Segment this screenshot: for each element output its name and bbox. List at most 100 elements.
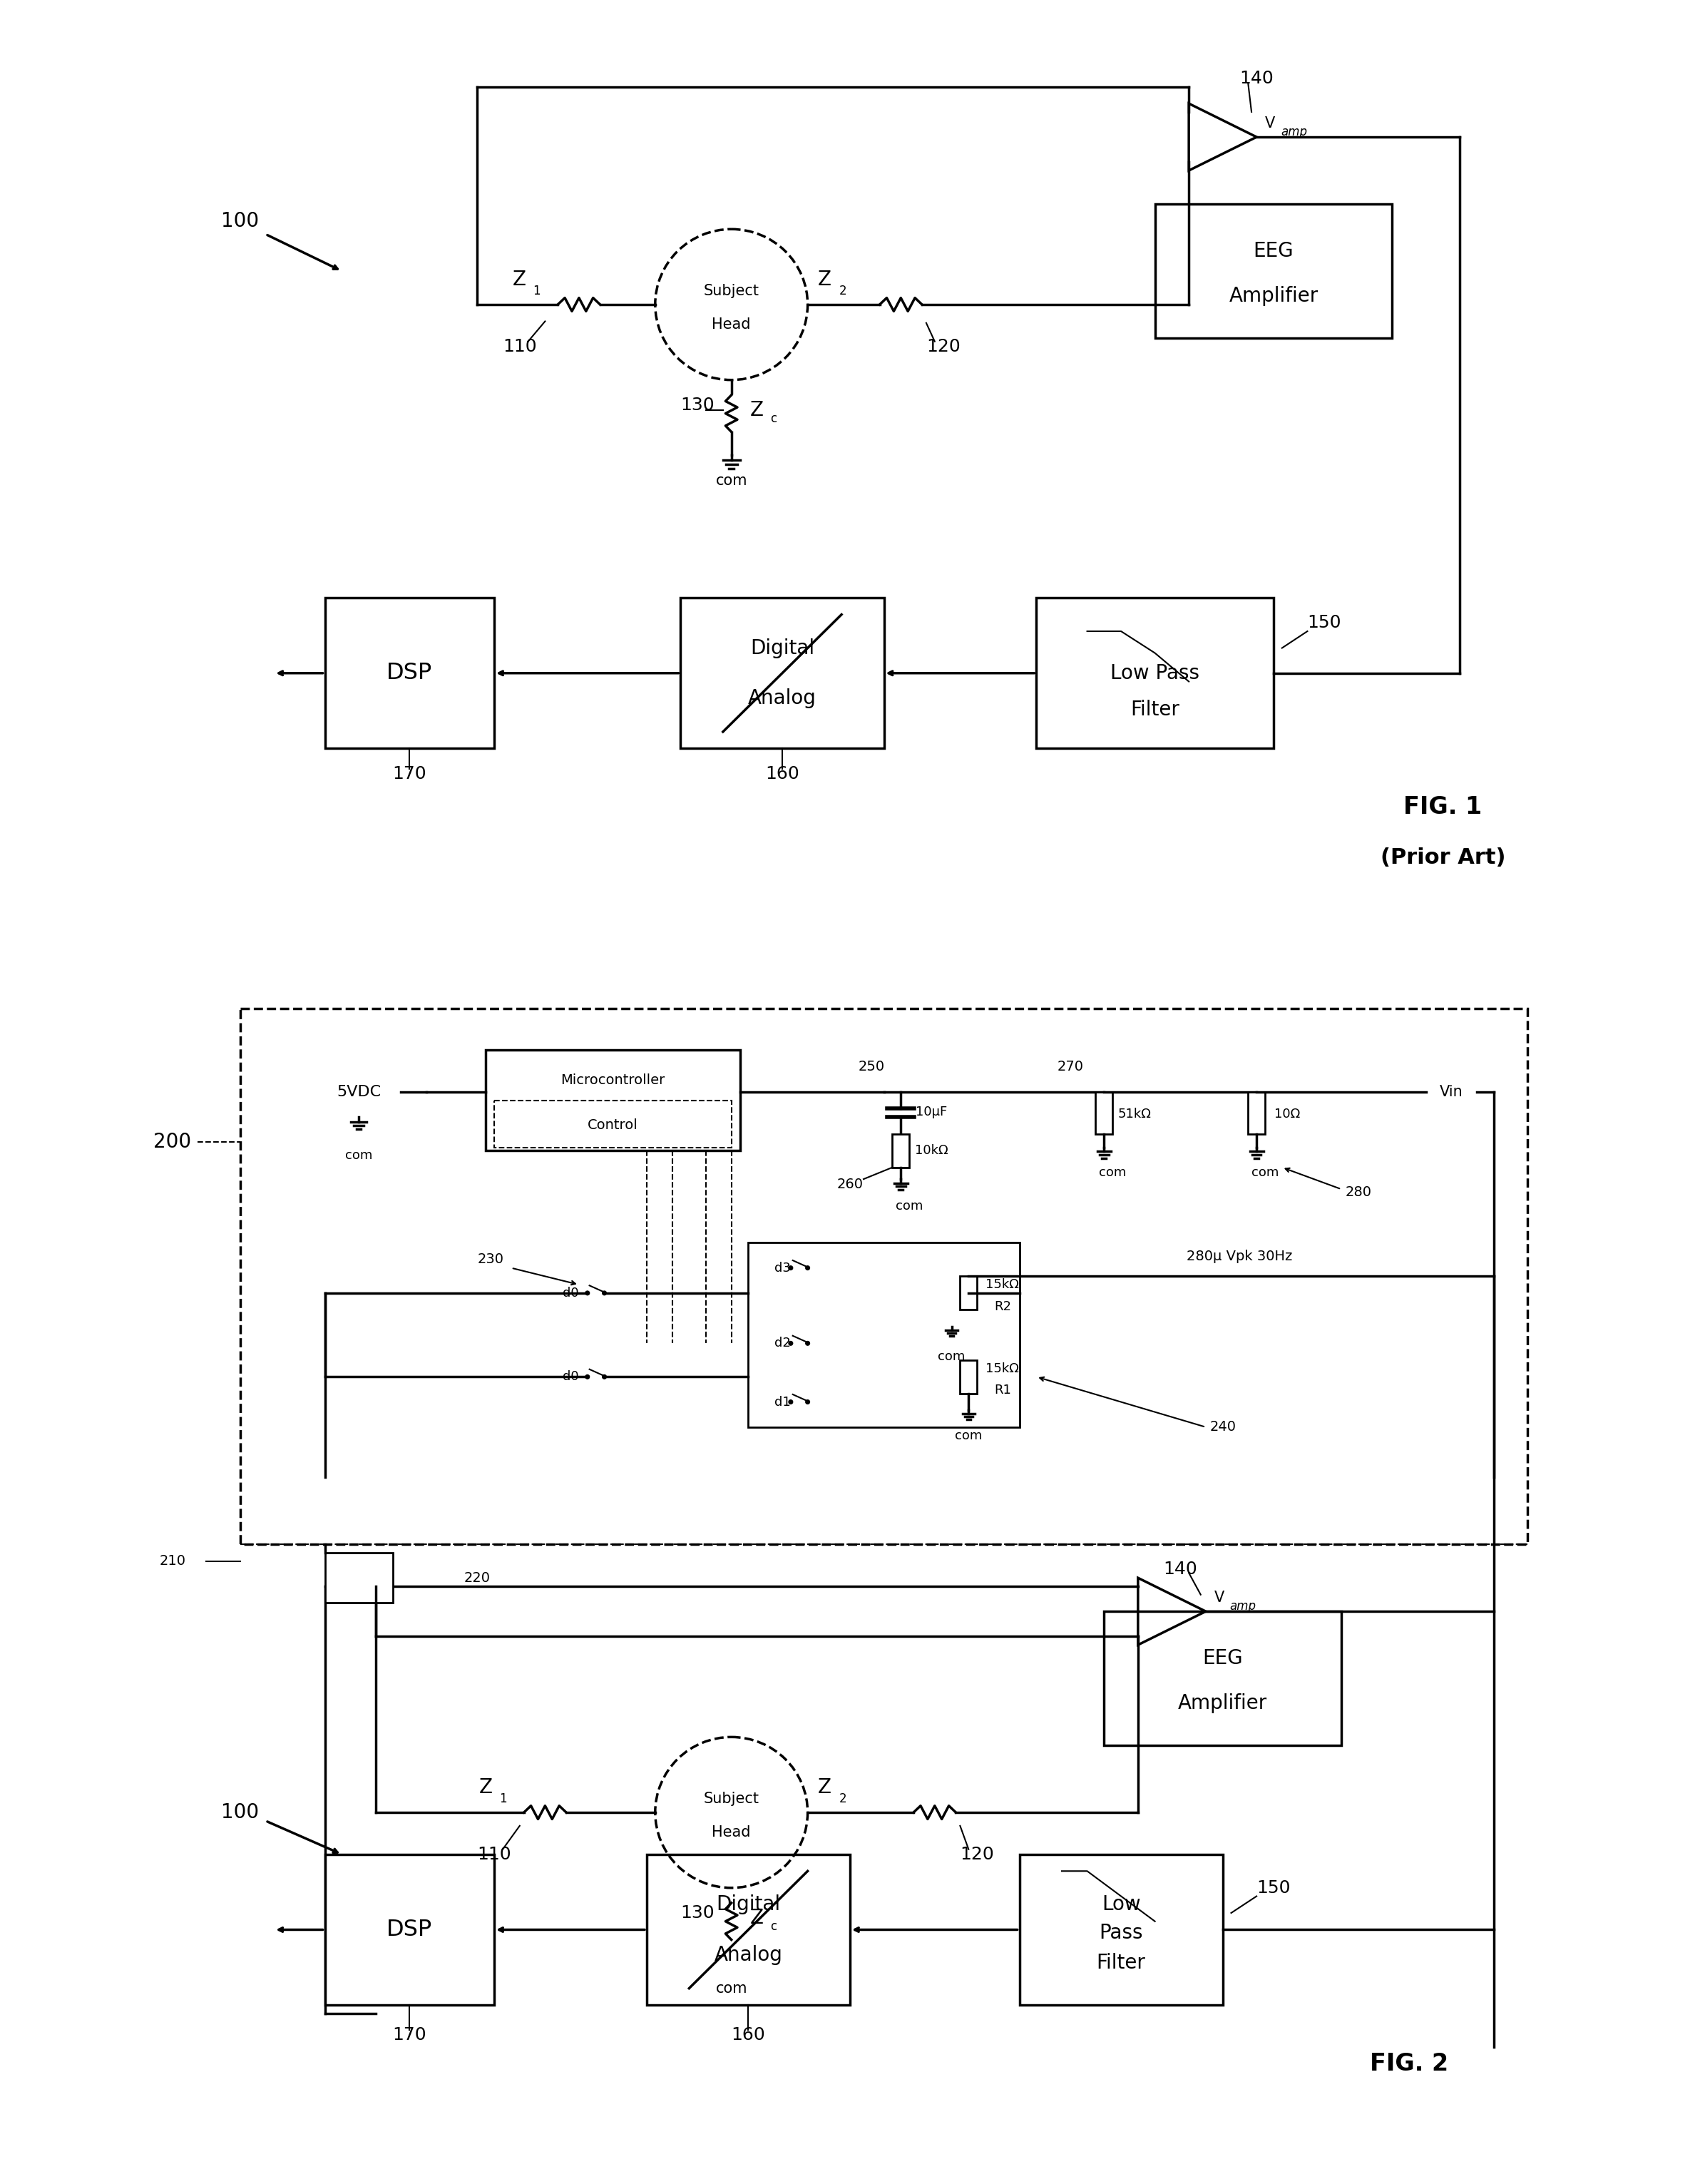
Text: d1: d1 (774, 1396, 790, 1409)
Bar (680, 598, 884, 749)
Bar (960, 1361, 977, 1393)
Text: 150: 150 (1307, 614, 1341, 631)
Text: (Prior Art): (Prior Art) (1380, 847, 1506, 867)
Text: 280μ Vpk 30Hz: 280μ Vpk 30Hz (1187, 1249, 1292, 1262)
Bar (1154, 203, 1392, 339)
Text: 120: 120 (927, 339, 960, 356)
Text: Microcontroller: Microcontroller (561, 1075, 665, 1088)
Circle shape (789, 1341, 792, 1345)
Text: DSP: DSP (386, 662, 432, 684)
Text: 110: 110 (478, 1845, 512, 1863)
Text: 51kΩ: 51kΩ (1119, 1107, 1151, 1120)
Circle shape (602, 1374, 607, 1378)
Text: c: c (770, 413, 777, 426)
Text: Head: Head (712, 317, 751, 332)
Text: d0: d0 (563, 1286, 578, 1299)
Text: Analog: Analog (748, 688, 816, 708)
Text: Z: Z (750, 400, 763, 419)
Text: V: V (1265, 116, 1275, 131)
Text: Subject: Subject (704, 284, 760, 299)
Circle shape (806, 1267, 809, 1269)
Text: com: com (716, 1981, 748, 1996)
Text: 220: 220 (464, 1570, 491, 1586)
Text: 130: 130 (680, 1904, 714, 1922)
Text: Z: Z (818, 269, 831, 290)
Text: 230: 230 (478, 1254, 503, 1267)
Text: com: com (1098, 1166, 1127, 1179)
Text: 2: 2 (840, 1793, 847, 1806)
Text: Vin: Vin (1440, 1085, 1464, 1099)
Text: 210: 210 (160, 1555, 185, 1568)
Text: 260: 260 (836, 1177, 864, 1190)
Text: Pass: Pass (1100, 1924, 1142, 1944)
Text: Head: Head (712, 1826, 751, 1839)
Text: d2: d2 (774, 1337, 790, 1350)
Bar (325, 1854, 495, 2005)
Bar (325, 598, 495, 749)
Text: 270: 270 (1057, 1059, 1083, 1075)
Text: 10kΩ: 10kΩ (915, 1144, 949, 1158)
Text: com: com (716, 474, 748, 487)
Text: 100: 100 (221, 212, 258, 232)
Text: Z: Z (513, 269, 527, 290)
Circle shape (585, 1374, 590, 1378)
Text: FIG. 1: FIG. 1 (1404, 795, 1482, 819)
Bar (486, 1051, 740, 1151)
Bar (325, 1553, 393, 1603)
Text: V: V (1214, 1590, 1224, 1605)
Text: com: com (345, 1149, 372, 1162)
Bar (495, 1101, 731, 1147)
Text: Z: Z (750, 1909, 763, 1928)
Bar (748, 1243, 1020, 1426)
Text: com: com (1251, 1166, 1278, 1179)
Bar (1037, 598, 1273, 749)
Text: 150: 150 (1256, 1878, 1290, 1896)
Text: 5VDC: 5VDC (337, 1085, 381, 1099)
Text: Z: Z (479, 1778, 493, 1797)
Bar (893, 1133, 910, 1168)
Bar (960, 1275, 977, 1310)
Text: Filter: Filter (1130, 701, 1180, 721)
Text: 140: 140 (1239, 70, 1273, 87)
Text: 10μF: 10μF (916, 1105, 947, 1118)
Text: EEG: EEG (1253, 240, 1294, 260)
Text: R1: R1 (994, 1385, 1011, 1396)
Text: com: com (938, 1350, 966, 1363)
Text: 240: 240 (1209, 1420, 1236, 1435)
Text: c: c (770, 1920, 777, 1933)
Text: DSP: DSP (386, 1920, 432, 1942)
Text: Amplifier: Amplifier (1229, 286, 1318, 306)
Text: 160: 160 (765, 764, 799, 782)
Bar (1103, 1612, 1341, 1745)
Text: EEG: EEG (1202, 1649, 1243, 1669)
Bar (1095, 1092, 1112, 1133)
Text: amp: amp (1280, 124, 1307, 138)
Text: Low: Low (1102, 1894, 1141, 1915)
Text: 170: 170 (393, 2027, 427, 2044)
Circle shape (585, 1291, 590, 1295)
Text: 250: 250 (858, 1059, 886, 1075)
Text: Filter: Filter (1096, 1952, 1146, 1972)
Text: 200: 200 (153, 1131, 192, 1153)
Text: Analog: Analog (714, 1946, 782, 1966)
Text: 170: 170 (393, 764, 427, 782)
Text: Digital: Digital (750, 638, 814, 657)
Text: 15kΩ: 15kΩ (986, 1363, 1020, 1376)
Text: 160: 160 (731, 2027, 765, 2044)
Text: 10Ω: 10Ω (1273, 1107, 1300, 1120)
Text: Control: Control (588, 1118, 638, 1131)
Text: 130: 130 (680, 397, 714, 413)
Text: R2: R2 (994, 1299, 1011, 1313)
Text: 120: 120 (960, 1845, 994, 1863)
Text: Digital: Digital (716, 1894, 780, 1915)
Bar (1020, 1854, 1222, 2005)
Text: 1: 1 (498, 1793, 507, 1806)
Circle shape (806, 1400, 809, 1404)
Text: 280: 280 (1345, 1186, 1372, 1199)
Bar (1248, 1092, 1265, 1133)
Text: com: com (896, 1199, 923, 1212)
Text: Low Pass: Low Pass (1110, 664, 1200, 684)
Text: 2: 2 (840, 284, 847, 297)
Circle shape (806, 1341, 809, 1345)
Text: 140: 140 (1163, 1562, 1197, 1579)
